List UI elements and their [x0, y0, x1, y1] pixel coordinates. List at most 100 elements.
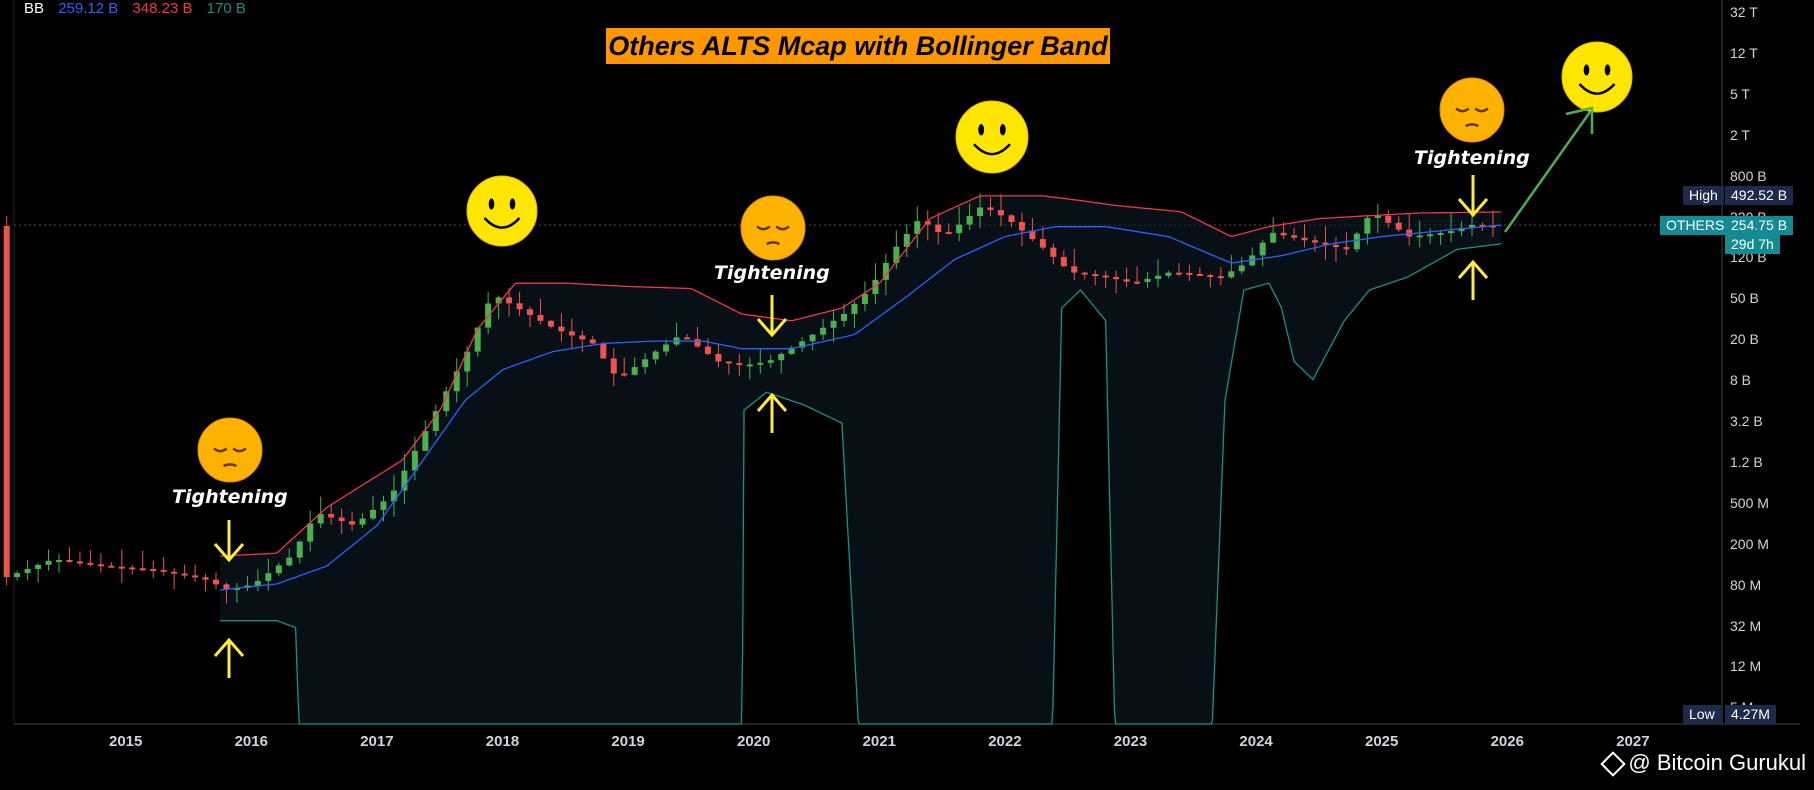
- mouth: [483, 217, 521, 229]
- face: [197, 417, 263, 483]
- mouth: [1465, 123, 1479, 128]
- candle: [181, 573, 188, 576]
- candle: [359, 518, 366, 525]
- candle: [1374, 215, 1381, 218]
- candle: [1228, 271, 1235, 278]
- happy-face-2026: [1561, 41, 1633, 113]
- candle: [254, 580, 261, 586]
- candle: [1018, 221, 1025, 231]
- candle: [1123, 279, 1130, 282]
- symbol-tag: OTHERS: [1660, 216, 1731, 235]
- candle: [537, 314, 544, 321]
- tightening-up-arrow-2025-head: [1457, 259, 1489, 279]
- happy-face-2022: [955, 100, 1029, 174]
- candle: [1217, 276, 1224, 279]
- candle: [129, 567, 136, 570]
- candle: [861, 294, 868, 304]
- candle: [1060, 256, 1067, 267]
- candle: [663, 344, 670, 352]
- last-value-tag: 254.75 B: [1725, 216, 1794, 235]
- candle: [1175, 272, 1182, 275]
- candle: [286, 557, 293, 566]
- candle: [265, 573, 272, 581]
- high-value-tag: 492.52 B: [1725, 186, 1794, 205]
- x-tick-label: 2022: [988, 733, 1022, 750]
- candle: [233, 587, 240, 590]
- candle: [1280, 232, 1287, 236]
- candle: [799, 341, 806, 348]
- candle: [725, 361, 732, 364]
- sad-face-2020: [740, 195, 806, 261]
- candle: [1322, 242, 1329, 245]
- mouth: [973, 143, 1011, 156]
- candle: [213, 579, 220, 585]
- candle: [1312, 240, 1319, 243]
- tightening-label-2025: Tightening: [1414, 147, 1530, 169]
- candle: [966, 216, 973, 225]
- y-tick-label: 500 M: [1730, 494, 1769, 511]
- candle: [1186, 272, 1193, 275]
- candle: [924, 221, 931, 225]
- y-tick-label: 12 M: [1730, 658, 1762, 675]
- candle: [977, 207, 984, 217]
- candle: [390, 490, 397, 502]
- eye: [1583, 64, 1590, 76]
- candle: [474, 327, 481, 352]
- candle: [317, 513, 324, 524]
- candle: [296, 541, 303, 558]
- candle: [118, 566, 125, 569]
- x-tick-label: 2027: [1616, 733, 1650, 750]
- tightening-up-arrow-2016-head: [213, 637, 245, 657]
- candle: [1353, 233, 1360, 250]
- candle: [45, 560, 52, 565]
- mouth: [766, 241, 780, 246]
- candle: [558, 326, 565, 332]
- happy-face-2018: [466, 175, 538, 247]
- candle: [746, 364, 753, 367]
- candle: [108, 565, 115, 568]
- candle: [1155, 275, 1162, 279]
- watermark-text: @ Bitcoin Gurukul: [1628, 750, 1806, 775]
- candle: [956, 224, 963, 234]
- eye: [1455, 107, 1470, 113]
- y-tick-label: 32 T: [1730, 4, 1758, 20]
- candle: [411, 450, 418, 471]
- candle: [579, 335, 586, 340]
- tightening-up-arrow-2020-head: [756, 392, 788, 412]
- candle: [945, 232, 952, 235]
- candle: [882, 262, 889, 280]
- candle: [1165, 272, 1172, 276]
- candle: [621, 373, 628, 376]
- x-tick-label: 2025: [1365, 733, 1399, 750]
- candle: [1406, 229, 1413, 237]
- candle: [453, 371, 460, 392]
- y-tick-label: 1.2 B: [1730, 453, 1763, 470]
- candle: [767, 360, 774, 363]
- x-tick-label: 2018: [485, 733, 520, 750]
- candle: [1071, 266, 1078, 273]
- candle: [56, 560, 63, 563]
- candle: [872, 279, 879, 295]
- candle: [788, 347, 795, 354]
- x-tick-label: 2021: [862, 733, 896, 750]
- high-label: High: [1683, 186, 1724, 205]
- chart-title: Others ALTS Mcap with Bollinger Band: [606, 28, 1110, 64]
- x-tick-label: 2016: [234, 733, 268, 750]
- tightening-down-arrow-2016-head: [213, 543, 245, 563]
- legend-lower: 170 B: [206, 0, 246, 17]
- y-tick-label: 32 M: [1730, 617, 1762, 634]
- diamond-icon: [1600, 751, 1627, 777]
- x-tick-label: 2020: [737, 733, 771, 750]
- candle: [1238, 265, 1245, 272]
- eye: [1604, 64, 1611, 76]
- candle: [338, 517, 345, 522]
- candle: [600, 343, 607, 359]
- low-label: Low: [1683, 705, 1721, 724]
- face: [1561, 41, 1633, 113]
- indicator-legend[interactable]: BB 259.12 B 348.23 B 170 B: [24, 0, 256, 17]
- candle: [1479, 224, 1486, 227]
- candle: [1134, 281, 1141, 284]
- candle: [589, 339, 596, 344]
- x-tick-label: 2017: [360, 733, 394, 750]
